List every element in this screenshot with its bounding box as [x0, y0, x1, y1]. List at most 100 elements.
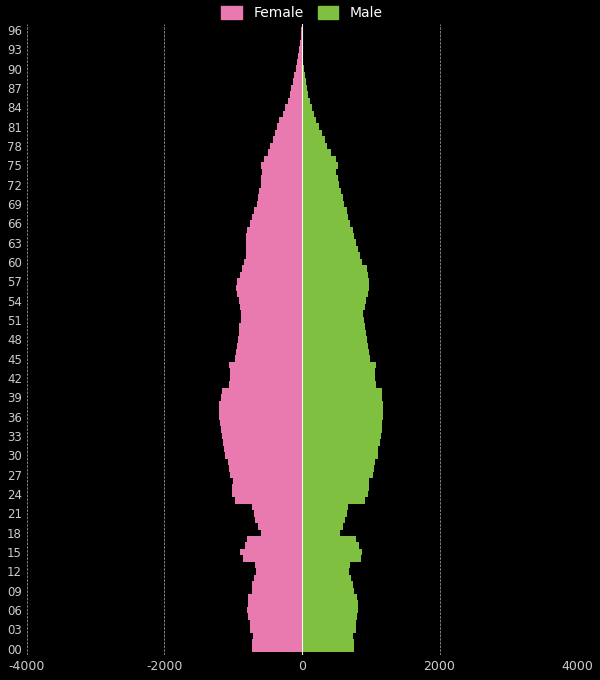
Bar	[283, 111, 302, 117]
Bar	[236, 349, 302, 356]
Bar	[293, 78, 302, 85]
Bar	[302, 504, 348, 510]
Bar	[302, 130, 322, 137]
Bar	[244, 259, 302, 265]
Bar	[302, 85, 307, 91]
Bar	[302, 575, 352, 581]
Bar	[236, 285, 302, 291]
Bar	[302, 452, 377, 458]
Bar	[230, 471, 302, 478]
Bar	[241, 310, 302, 317]
Bar	[302, 439, 380, 445]
Bar	[220, 401, 302, 407]
Bar	[302, 568, 349, 575]
Bar	[302, 478, 370, 484]
Bar	[302, 259, 362, 265]
Bar	[302, 137, 325, 143]
Bar	[302, 169, 337, 175]
Bar	[257, 201, 302, 207]
Bar	[302, 201, 344, 207]
Bar	[232, 484, 302, 491]
Bar	[298, 52, 302, 59]
Bar	[296, 65, 302, 72]
Legend: Female, Male: Female, Male	[217, 2, 386, 24]
Bar	[247, 607, 302, 613]
Bar	[302, 330, 366, 336]
Bar	[253, 632, 302, 639]
Bar	[245, 543, 302, 549]
Bar	[238, 336, 302, 343]
Bar	[290, 91, 302, 98]
Bar	[302, 497, 365, 504]
Bar	[302, 530, 340, 536]
Bar	[230, 369, 302, 375]
Bar	[302, 278, 370, 285]
Bar	[302, 207, 347, 214]
Bar	[302, 458, 375, 465]
Bar	[242, 265, 302, 272]
Bar	[302, 239, 356, 246]
Bar	[233, 478, 302, 484]
Bar	[302, 588, 353, 594]
Bar	[302, 626, 356, 632]
Bar	[302, 304, 365, 310]
Bar	[302, 356, 370, 362]
Bar	[262, 162, 302, 169]
Bar	[262, 175, 302, 182]
Bar	[302, 445, 379, 452]
Bar	[302, 162, 338, 169]
Bar	[273, 137, 302, 143]
Bar	[302, 156, 335, 162]
Bar	[302, 619, 356, 626]
Bar	[258, 523, 302, 530]
Bar	[302, 117, 316, 124]
Bar	[302, 600, 358, 607]
Bar	[302, 52, 303, 59]
Bar	[250, 626, 302, 632]
Bar	[252, 588, 302, 594]
Bar	[220, 413, 302, 420]
Bar	[302, 362, 376, 369]
Bar	[253, 639, 302, 645]
Bar	[255, 562, 302, 568]
Bar	[230, 375, 302, 381]
Bar	[302, 433, 381, 439]
Bar	[291, 85, 302, 91]
Bar	[277, 124, 302, 130]
Bar	[235, 356, 302, 362]
Bar	[302, 536, 356, 543]
Bar	[302, 214, 348, 220]
Bar	[302, 465, 374, 471]
Bar	[227, 458, 302, 465]
Bar	[220, 420, 302, 426]
Bar	[252, 645, 302, 652]
Bar	[221, 394, 302, 401]
Bar	[236, 343, 302, 349]
Bar	[232, 491, 302, 497]
Bar	[302, 471, 373, 478]
Bar	[302, 252, 360, 259]
Bar	[254, 510, 302, 517]
Bar	[248, 594, 302, 600]
Bar	[250, 619, 302, 626]
Bar	[302, 291, 368, 297]
Bar	[302, 401, 383, 407]
Bar	[229, 362, 302, 369]
Bar	[222, 433, 302, 439]
Bar	[302, 381, 376, 388]
Bar	[302, 549, 362, 556]
Bar	[253, 214, 302, 220]
Bar	[239, 330, 302, 336]
Bar	[247, 536, 302, 543]
Bar	[256, 568, 302, 575]
Bar	[302, 272, 368, 278]
Bar	[268, 149, 302, 156]
Bar	[253, 581, 302, 588]
Bar	[302, 343, 368, 349]
Bar	[224, 445, 302, 452]
Bar	[302, 426, 382, 433]
Bar	[260, 182, 302, 188]
Bar	[302, 124, 319, 130]
Bar	[302, 104, 311, 111]
Bar	[279, 117, 302, 124]
